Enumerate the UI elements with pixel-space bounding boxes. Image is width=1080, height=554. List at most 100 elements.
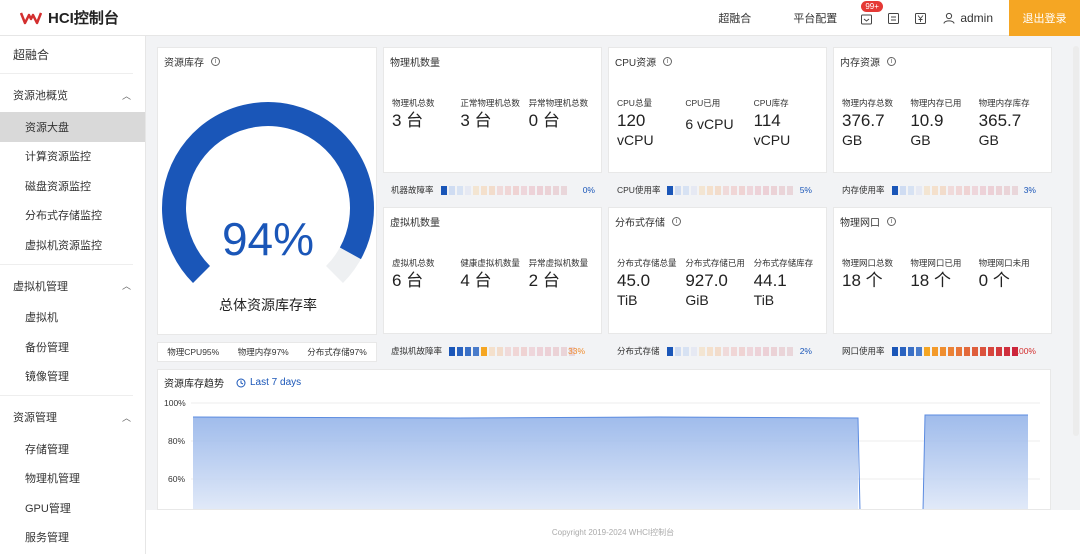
sidebar-item-resource-dashboard[interactable]: 资源大盘 (0, 112, 145, 142)
bar-segment (932, 346, 938, 356)
bar-segment (940, 346, 946, 356)
billing-icon[interactable] (913, 11, 927, 25)
y-tick-label: 60% (168, 474, 185, 484)
app-logo[interactable]: HCI控制台 (20, 7, 119, 28)
bar-segment (771, 185, 777, 195)
card-title: CPU资源 (615, 58, 657, 69)
task-list-icon[interactable] (886, 11, 900, 25)
sidebar-item-storage-monitor[interactable]: 分布式存储监控 (25, 210, 102, 223)
sidebar-item-vm[interactable]: 虚拟机 (25, 312, 58, 325)
bar-segment (545, 185, 551, 195)
sidebar-item-backup[interactable]: 备份管理 (25, 341, 69, 354)
physical-card: 物理机数量 物理机总数 3 台 正常物理机总数 3 台 异常物理机总数 0 台 (383, 47, 602, 173)
user-icon (943, 12, 955, 24)
bar-segment (980, 346, 986, 356)
bar-segment (739, 185, 745, 195)
storage-card: 分布式存储 i 分布式存储总量 45.0 TiB 分布式存储已用 927.0 GiB 分布… (608, 207, 827, 334)
nav-hyperconverged[interactable]: 超融合 (718, 13, 752, 25)
logo-text: HCI控制台 (48, 10, 119, 27)
sidebar-title: 超融合 (0, 36, 133, 74)
stat-label: 物理内存已用 (910, 98, 962, 108)
stat-value: 3 台 (460, 111, 492, 130)
bar-segment (739, 346, 745, 356)
time-range-selector[interactable]: Last 7 days (236, 377, 301, 388)
user-menu[interactable]: admin (943, 11, 993, 25)
logo-icon (20, 12, 42, 24)
inventory-card: 资源库存 i 94% 总体资源库存率 (157, 47, 377, 335)
sidebar-item-disk-monitor[interactable]: 磁盘资源监控 (25, 180, 91, 193)
notification-icon[interactable]: 99+ (859, 1, 883, 25)
trend-line-1 (192, 416, 861, 509)
sidebar-item-storage[interactable]: 存储管理 (25, 443, 69, 456)
sidebar-group-resources[interactable]: 资源管理 ︿ (0, 400, 145, 434)
info-icon[interactable]: i (887, 217, 896, 226)
stat-value: 18 个 (910, 271, 951, 290)
bar-physical: 机器故障率 0% (391, 183, 595, 197)
stat-label: 物理机总数 (392, 98, 435, 108)
info-icon[interactable]: i (672, 217, 681, 226)
sidebar-item-physical[interactable]: 物理机管理 (25, 473, 80, 486)
bar-segment (755, 346, 761, 356)
stat-label: 物理网口未用 (978, 258, 1030, 268)
bar-segment (900, 346, 906, 356)
trend-chart-card: 资源库存趋势 Last 7 days 100% 80% 60% (157, 369, 1051, 510)
info-icon[interactable]: i (663, 57, 673, 66)
bar-segment (521, 346, 527, 356)
stat-unit: GB (842, 132, 863, 148)
bar-segment (932, 185, 938, 195)
bar-segment (553, 346, 559, 356)
bar-percent: 5% (799, 185, 812, 195)
sidebar-item-gpu[interactable]: GPU管理 (25, 502, 71, 515)
bar-segment (755, 185, 761, 195)
info-icon[interactable]: i (211, 57, 220, 66)
bar-segment (473, 346, 479, 356)
bar-label: 分布式存储 (617, 346, 660, 356)
stat-value: 0 个 (978, 271, 1010, 290)
stat-unit: GiB (685, 292, 709, 308)
bar-percent: 3% (1023, 185, 1036, 195)
page-scrollbar[interactable] (1073, 46, 1079, 436)
stat-unit: GB (978, 132, 999, 148)
bar-segment (699, 346, 705, 356)
nav-platform-config[interactable]: 平台配置 (793, 13, 838, 25)
logout-button[interactable]: 退出登录 (1009, 0, 1080, 36)
bar-segment (449, 346, 455, 356)
bar-segment (667, 185, 673, 195)
stat-value: 927.0 (685, 271, 728, 290)
card-title: 内存资源 (840, 58, 880, 69)
stat-label: 虚拟机总数 (392, 258, 435, 268)
sidebar-group-vm[interactable]: 虚拟机管理 ︿ (0, 269, 145, 303)
bar-segment (924, 346, 930, 356)
bar-segment (763, 346, 769, 356)
bar-segment (972, 185, 978, 195)
stat-value: 10.9 (910, 111, 944, 130)
bar-segment (513, 346, 519, 356)
bar-segment (691, 346, 697, 356)
stat-value: 120 (617, 111, 646, 130)
info-icon[interactable]: i (887, 57, 896, 66)
legend-memory: 物理内存97% (237, 347, 289, 357)
bar-segment (505, 185, 511, 195)
bar-segment (521, 185, 527, 195)
stat-value: 45.0 (617, 271, 651, 290)
stat-label: 异常物理机总数 (528, 98, 589, 108)
sidebar-item-compute-monitor[interactable]: 计算资源监控 (25, 151, 91, 164)
bar-segment (892, 346, 898, 356)
stat-label: CPU库存 (753, 98, 789, 108)
stat-label: 正常物理机总数 (460, 98, 520, 108)
y-tick-label: 100% (164, 398, 186, 408)
bar-segment (787, 185, 793, 195)
stat-label: 健康虚拟机数量 (460, 258, 520, 268)
trend-chart: 100% 80% 60% (164, 398, 1040, 509)
bar-segment (996, 185, 1002, 195)
bar-segment (940, 185, 946, 195)
stat-label: 物理内存总数 (842, 98, 894, 108)
stat-unit: vCPU (617, 132, 654, 148)
sidebar-group-pool[interactable]: 资源池概览 ︿ (0, 78, 145, 112)
sidebar-item-image[interactable]: 镜像管理 (25, 371, 69, 384)
sidebar-item-vm-monitor[interactable]: 虚拟机资源监控 (25, 239, 102, 252)
bar-segment (956, 185, 962, 195)
bar-segment (964, 185, 970, 195)
stat-label: 物理网口已用 (910, 258, 962, 268)
sidebar-item-service[interactable]: 服务管理 (25, 532, 69, 545)
